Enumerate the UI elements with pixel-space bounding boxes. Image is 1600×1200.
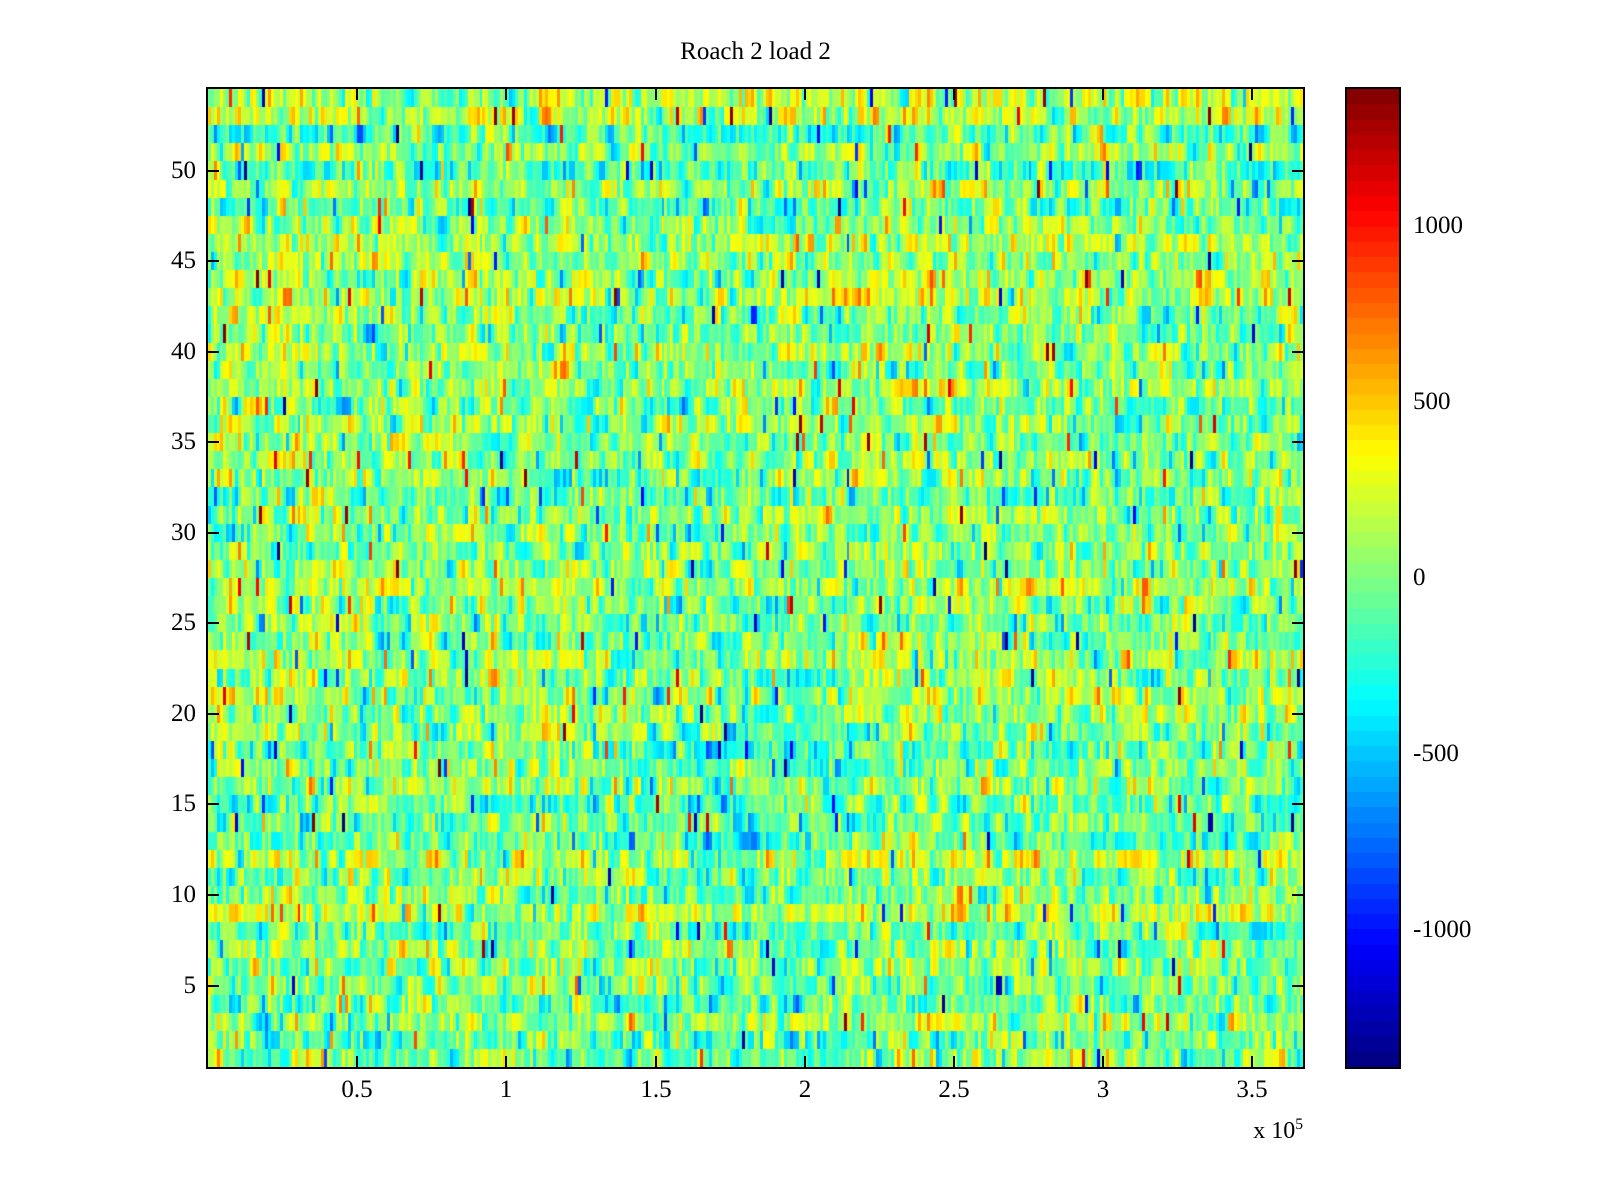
- axis-tick-mark: [1292, 894, 1303, 896]
- axis-tick-mark: [1102, 1056, 1104, 1067]
- x-tick-label: 1.5: [640, 1076, 672, 1103]
- x-tick-label: 2.5: [938, 1076, 970, 1103]
- y-tick-label: 5: [183, 972, 197, 999]
- y-tick-label: 20: [171, 700, 196, 727]
- axis-tick-mark: [356, 1056, 358, 1067]
- y-tick-label: 45: [171, 247, 196, 274]
- x-tick-label: 2: [798, 1076, 812, 1103]
- axis-tick-mark: [953, 1056, 955, 1067]
- axis-tick-mark: [953, 89, 955, 100]
- y-tick-label: 10: [171, 881, 196, 908]
- axis-tick-mark: [505, 1056, 507, 1067]
- axis-tick-mark: [208, 713, 219, 715]
- axis-tick-mark: [208, 532, 219, 534]
- colorbar-canvas: [1347, 89, 1399, 1067]
- axis-tick-mark: [1292, 985, 1303, 987]
- axis-tick-mark: [1292, 803, 1303, 805]
- axis-tick-mark: [208, 622, 219, 624]
- colorbar-tick-label: 0: [1413, 564, 1426, 591]
- axis-tick-mark: [1251, 1056, 1253, 1067]
- y-tick-label: 35: [171, 428, 196, 455]
- axis-tick-mark: [1292, 170, 1303, 172]
- x-tick-label: 3: [1096, 1076, 1110, 1103]
- colorbar: [1345, 87, 1401, 1069]
- colorbar-tick-label: 500: [1413, 388, 1451, 415]
- axis-tick-mark: [208, 260, 219, 262]
- y-tick-label: 50: [171, 157, 196, 184]
- axis-tick-mark: [1292, 713, 1303, 715]
- colorbar-tick-label: -500: [1413, 740, 1459, 767]
- axis-tick-mark: [208, 170, 219, 172]
- y-tick-label: 30: [171, 519, 196, 546]
- heatmap-axes: [206, 87, 1305, 1069]
- axis-tick-mark: [804, 1056, 806, 1067]
- axis-tick-mark: [1292, 532, 1303, 534]
- axis-tick-mark: [505, 89, 507, 100]
- heatmap-canvas: [208, 89, 1303, 1067]
- x-tick-label: 3.5: [1236, 1076, 1268, 1103]
- axis-tick-mark: [1102, 89, 1104, 100]
- axis-tick-mark: [356, 89, 358, 100]
- chart-title: Roach 2 load 2: [680, 38, 831, 65]
- x-axis-multiplier-text: x 10: [1253, 1118, 1296, 1144]
- axis-tick-mark: [1292, 260, 1303, 262]
- colorbar-tick-label: 1000: [1413, 212, 1463, 239]
- y-tick-label: 15: [171, 790, 196, 817]
- axis-tick-mark: [1251, 89, 1253, 100]
- axis-tick-mark: [208, 803, 219, 805]
- x-axis-exponent-label: x 105: [1150, 1116, 1303, 1145]
- axis-tick-mark: [1292, 622, 1303, 624]
- x-tick-label: 1: [499, 1076, 513, 1103]
- axis-tick-mark: [208, 351, 219, 353]
- axis-tick-mark: [208, 441, 219, 443]
- axis-tick-mark: [1292, 351, 1303, 353]
- axis-tick-mark: [804, 89, 806, 100]
- axis-tick-mark: [655, 1056, 657, 1067]
- axis-tick-mark: [208, 985, 219, 987]
- x-tick-label: 0.5: [341, 1076, 373, 1103]
- axis-tick-mark: [1292, 441, 1303, 443]
- colorbar-tick-label: -1000: [1413, 916, 1472, 943]
- x-axis-multiplier-exponent: 5: [1295, 1116, 1303, 1133]
- y-tick-label: 40: [171, 338, 196, 365]
- axis-tick-mark: [655, 89, 657, 100]
- y-tick-label: 25: [171, 609, 196, 636]
- axis-tick-mark: [208, 894, 219, 896]
